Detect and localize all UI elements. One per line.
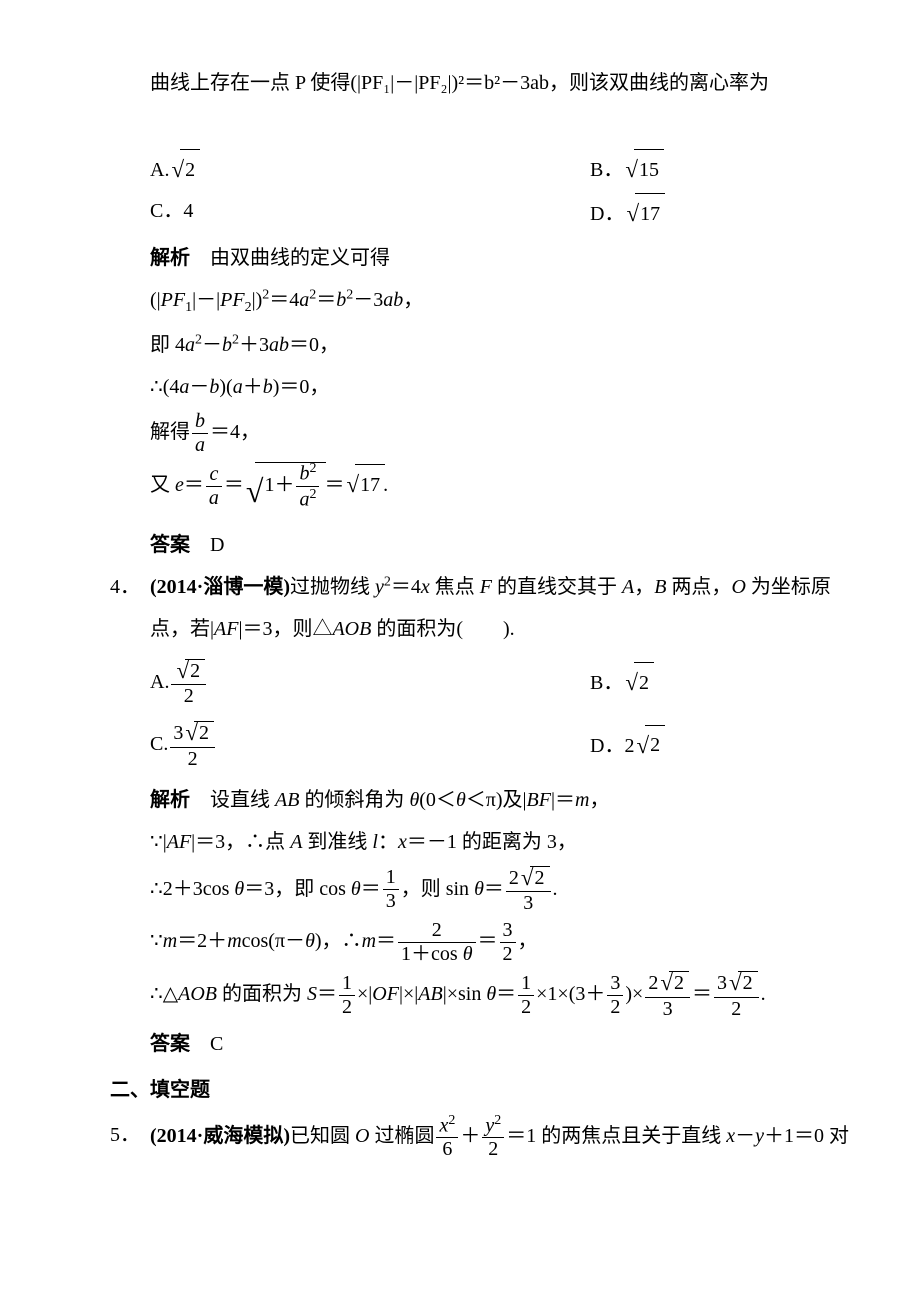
frac-2r2-3: 2√23 [506, 865, 551, 915]
q3-options: A.√2 B．√15 C．4 D．√17 [150, 148, 920, 235]
frac-r2-2-num: √2 [171, 658, 206, 684]
q3-sol-line3: ∴(4a－b)(a＋b)＝0， [150, 368, 920, 406]
q3-sol-line2: 即 4a2－b2＋3ab＝0， [150, 326, 920, 364]
frac-b2-a2-den: a2 [296, 486, 319, 512]
q4-opt-c: C.3√22 [150, 714, 590, 776]
section-2-heading: 二、填空题 [110, 1071, 920, 1109]
frac-b2-a2: b2a2 [296, 461, 319, 511]
sqrt-pre: 1＋ [264, 474, 294, 496]
frac-2r2-3-den: 3 [506, 891, 551, 915]
frac-3r2-2-den: 2 [170, 747, 215, 771]
q3-opt-b: B．√15 [590, 148, 920, 192]
q4-sol-line1: 解析 设直线 AB 的倾斜角为 θ(0＜θ＜π)及|BF|＝m， [150, 781, 920, 819]
frac-x2-6-den: 6 [436, 1137, 458, 1161]
frac-b-over-a: ba [192, 410, 208, 457]
q3-sol-intro: 由双曲线的定义可得 [190, 247, 390, 269]
q4-num: 4． [110, 568, 150, 606]
q3-line4-pre: 解得 [150, 421, 190, 443]
q4-options: A.√22 B．√2 C.3√22 D．2√2 [150, 652, 920, 777]
frac-c-a-den: a [206, 486, 222, 510]
q4-sol-line3: ∴2＋3cos θ＝3，即 cos θ＝13，则 sin θ＝2√23. [150, 865, 920, 915]
q5-num: 5． [110, 1116, 150, 1154]
frac-b-a-num: b [192, 410, 208, 433]
frac-3-2b: 32 [607, 972, 623, 1019]
q4-opt-d: D．2√2 [590, 724, 920, 768]
q4-ans-val: C [190, 1033, 223, 1055]
frac-2-1cos: 21＋cos θ [398, 919, 476, 966]
frac-2r2-3-num: 2√2 [506, 865, 551, 891]
n3: 3 [607, 972, 623, 995]
label-solution: 解析 [150, 247, 190, 269]
n1: 1 [339, 972, 355, 995]
q4-stem-line1: 4．(2014·淄博一模)过抛物线 y2＝4x 焦点 F 的直线交其于 A，B … [150, 568, 920, 606]
label-solution: 解析 [150, 789, 190, 811]
d2: 2 [518, 995, 534, 1019]
q3-line5-pre: 又 e＝ [150, 474, 204, 496]
frac-1-3-num: 1 [383, 866, 399, 889]
frac-r2-2-den: 2 [171, 684, 206, 708]
q3-sol-line1: (|PF1|－|PF2|)2＝4a2＝b2－3ab， [150, 281, 920, 322]
q3-sol-line5: 又 e＝ca＝√1＋b2a2＝√17. [150, 461, 920, 522]
q4: 4．(2014·淄博一模)过抛物线 y2＝4x 焦点 F 的直线交其于 A，B … [110, 568, 920, 1063]
frac-3r2-2: 3√22 [170, 720, 215, 770]
n4: 2√2 [645, 970, 690, 996]
q4-answer: 答案 C [150, 1025, 920, 1063]
frac-b2-a2-num: b2 [296, 461, 319, 486]
q4-stem-line2: 点，若|AF|＝3，则△AOB 的面积为( ). [150, 610, 920, 648]
q3-paren-row: ( ). [150, 106, 920, 144]
frac-3-2-den: 2 [500, 942, 516, 966]
frac-3r2-2-num: 3√2 [170, 720, 215, 746]
frac-1-3: 13 [383, 866, 399, 913]
d5: 2 [714, 997, 759, 1021]
sqrt-1-plus-b2a2: √1＋b2a2 [244, 461, 325, 522]
q3-answer: 答案 D [150, 526, 920, 564]
frac-2r2-3b: 2√23 [645, 970, 690, 1020]
frac-3-2-num: 3 [500, 919, 516, 942]
n2: 1 [518, 972, 534, 995]
q3-stem-cont: 曲线上存在一点 P 使得(|PF₁|－|PF₂|)²＝b²－3ab，则该双曲线的… [150, 64, 920, 102]
q3-ans-val: D [190, 534, 224, 556]
frac-r2-2: √22 [171, 658, 206, 708]
frac-y2-2-num: y2 [482, 1113, 504, 1138]
n5: 3√2 [714, 970, 759, 996]
q3-opt-d: D．√17 [590, 192, 920, 236]
frac-1-2b: 12 [518, 972, 534, 1019]
frac-1-3-den: 3 [383, 889, 399, 913]
q4-opt-b: B．√2 [590, 661, 920, 705]
q5-stem: 5．(2014·威海模拟)已知圆 O 过椭圆x26＋y22＝1 的两焦点且关于直… [150, 1113, 920, 1162]
frac-y2-2: y22 [482, 1113, 504, 1162]
q3-sol-line0: 解析 由双曲线的定义可得 [150, 239, 920, 277]
frac-3r2-2b: 3√22 [714, 970, 759, 1020]
frac-c-a-num: c [206, 463, 222, 486]
q5-source: (2014·威海模拟) [150, 1124, 290, 1146]
frac-x2-6: x26 [436, 1113, 458, 1162]
d4: 3 [645, 997, 690, 1021]
q3-line4-eq: ＝4， [210, 421, 260, 443]
frac-3-2: 32 [500, 919, 516, 966]
label-answer: 答案 [150, 534, 190, 556]
q3-opt-a: A.√2 [150, 148, 590, 192]
frac-c-over-a: ca [206, 463, 222, 510]
q3-opt-c: C．4 [150, 192, 590, 236]
label-answer: 答案 [150, 1033, 190, 1055]
q4-opt-a: A.√22 [150, 652, 590, 714]
q3-sol-line4: 解得ba＝4， [150, 410, 920, 457]
frac-x2-6-num: x2 [436, 1113, 458, 1138]
d3: 2 [607, 995, 623, 1019]
q4-sol-line2: ∵|AF|＝3，∴点 A 到准线 l：x＝－1 的距离为 3， [150, 823, 920, 861]
q4-optA-pre: A. [150, 671, 169, 693]
q3-stem-text: 曲线上存在一点 P 使得(|PF₁|－|PF₂|)²＝b²－3ab，则该双曲线的… [150, 72, 769, 94]
frac-2-1cos-den: 1＋cos θ [398, 942, 476, 966]
q4-sol-line5: ∴△AOB 的面积为 S＝12×|OF|×|AB|×sin θ＝12×1×(3＋… [150, 970, 920, 1020]
d1: 2 [339, 995, 355, 1019]
frac-y2-2-den: 2 [482, 1137, 504, 1161]
q3-opt-c-text: C．4 [150, 200, 193, 222]
q4-optC-pre: C. [150, 733, 168, 755]
frac-2-1cos-num: 2 [398, 919, 476, 942]
q4-sol-line4: ∵m＝2＋mcos(π－θ)，∴m＝21＋cos θ＝32， [150, 919, 920, 966]
q4-source: (2014·淄博一模) [150, 576, 290, 598]
frac-1-2a: 12 [339, 972, 355, 1019]
frac-b-a-den: a [192, 433, 208, 457]
